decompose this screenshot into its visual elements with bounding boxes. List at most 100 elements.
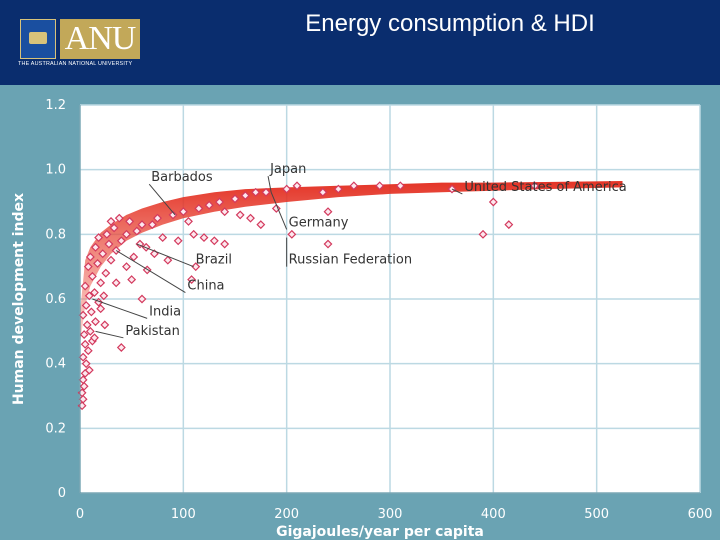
data-point	[323, 207, 333, 217]
annotation-leader	[115, 250, 186, 293]
data-point	[106, 216, 116, 226]
logo-word: ANU	[60, 19, 140, 59]
x-tick-label: 300	[378, 507, 403, 522]
data-point	[194, 204, 204, 213]
annotation-leader	[451, 188, 463, 195]
data-point	[282, 184, 292, 194]
data-point	[137, 294, 147, 304]
annotation-leader	[270, 192, 288, 230]
y-tick-label: 0.4	[45, 357, 66, 372]
data-point	[478, 229, 488, 239]
data-point	[80, 339, 90, 349]
y-axis-label: Human development index	[11, 193, 27, 405]
annotation-label: Barbados	[151, 170, 213, 185]
data-point	[173, 236, 183, 246]
data-point	[83, 346, 93, 356]
annotation-leader	[92, 298, 148, 319]
x-tick-label: 500	[584, 507, 609, 522]
data-point	[116, 343, 126, 352]
annotation-label: Russian Federation	[289, 253, 412, 268]
data-point	[199, 233, 209, 243]
data-point	[488, 197, 498, 207]
data-point	[102, 229, 112, 239]
data-point	[168, 210, 178, 220]
data-point	[184, 216, 193, 226]
data-point	[158, 233, 168, 243]
data-point	[395, 181, 405, 191]
data-point	[178, 207, 188, 217]
data-point	[246, 213, 255, 223]
annotation-label: India	[149, 304, 181, 319]
data-point	[204, 200, 214, 210]
data-point	[98, 249, 108, 259]
data-point	[91, 317, 100, 327]
data-point	[82, 320, 92, 330]
data-point	[81, 359, 91, 369]
data-point	[323, 239, 333, 249]
data-point	[90, 333, 99, 343]
data-point	[235, 210, 245, 220]
annotation-label: China	[187, 279, 224, 294]
slide-header: ANU THE AUSTRALIAN NATIONAL UNIVERSITY E…	[0, 0, 720, 85]
data-point	[122, 229, 131, 239]
data-point	[209, 236, 219, 246]
data-point	[318, 187, 328, 197]
data-point	[189, 229, 199, 239]
data-point	[132, 226, 142, 236]
data-point	[87, 271, 97, 281]
crest-icon	[20, 19, 56, 59]
data-point	[137, 220, 147, 230]
y-tick-label: 0.2	[45, 421, 66, 436]
data-point	[96, 304, 106, 314]
data-point	[504, 220, 514, 230]
data-point	[78, 310, 88, 320]
data-point	[100, 320, 110, 330]
anu-logo: ANU THE AUSTRALIAN NATIONAL UNIVERSITY	[18, 17, 144, 71]
data-point	[94, 233, 104, 243]
data-point	[287, 229, 297, 239]
data-point	[129, 252, 139, 262]
data-point	[215, 197, 224, 207]
y-tick-label: 0	[58, 486, 66, 501]
y-tick-label: 0.8	[45, 227, 66, 242]
data-point	[240, 191, 250, 200]
data-point	[80, 281, 90, 291]
annotation-leader	[136, 243, 194, 268]
data-point	[85, 252, 95, 262]
data-point	[79, 330, 89, 340]
data-point	[125, 216, 135, 226]
data-point	[116, 236, 126, 246]
data-point	[220, 239, 230, 249]
data-point	[86, 307, 96, 317]
logo-subtitle: THE AUSTRALIAN NATIONAL UNIVERSITY	[18, 61, 133, 67]
y-tick-label: 0.6	[45, 292, 66, 307]
energy-hdi-chart: Barbados Japan United States of America Ger…	[11, 98, 712, 540]
data-point	[78, 394, 88, 404]
data-point	[101, 268, 111, 278]
data-point	[93, 258, 103, 268]
data-point	[83, 262, 93, 272]
annotation-label: Brazil	[196, 253, 232, 268]
data-point	[230, 194, 240, 204]
data-point	[292, 181, 302, 191]
annotation-leader	[148, 183, 176, 216]
data-point	[256, 220, 266, 230]
x-tick-label: 400	[481, 507, 506, 522]
data-point	[153, 213, 162, 223]
annotation-label: United States of America	[464, 180, 626, 195]
data-point	[96, 278, 106, 288]
data-point	[191, 262, 201, 272]
data-point	[109, 223, 119, 233]
data-point	[106, 255, 116, 265]
annotation-label: Japan	[269, 162, 306, 177]
data-point	[127, 275, 137, 285]
data-point	[81, 301, 91, 310]
annotation-leader	[95, 330, 124, 339]
y-tick-label: 1.0	[45, 163, 66, 178]
data-point	[85, 326, 95, 336]
data-point	[261, 187, 271, 197]
data-point	[114, 213, 124, 223]
data-point	[84, 365, 94, 375]
annotation-leader	[267, 176, 272, 193]
data-point	[333, 184, 343, 194]
